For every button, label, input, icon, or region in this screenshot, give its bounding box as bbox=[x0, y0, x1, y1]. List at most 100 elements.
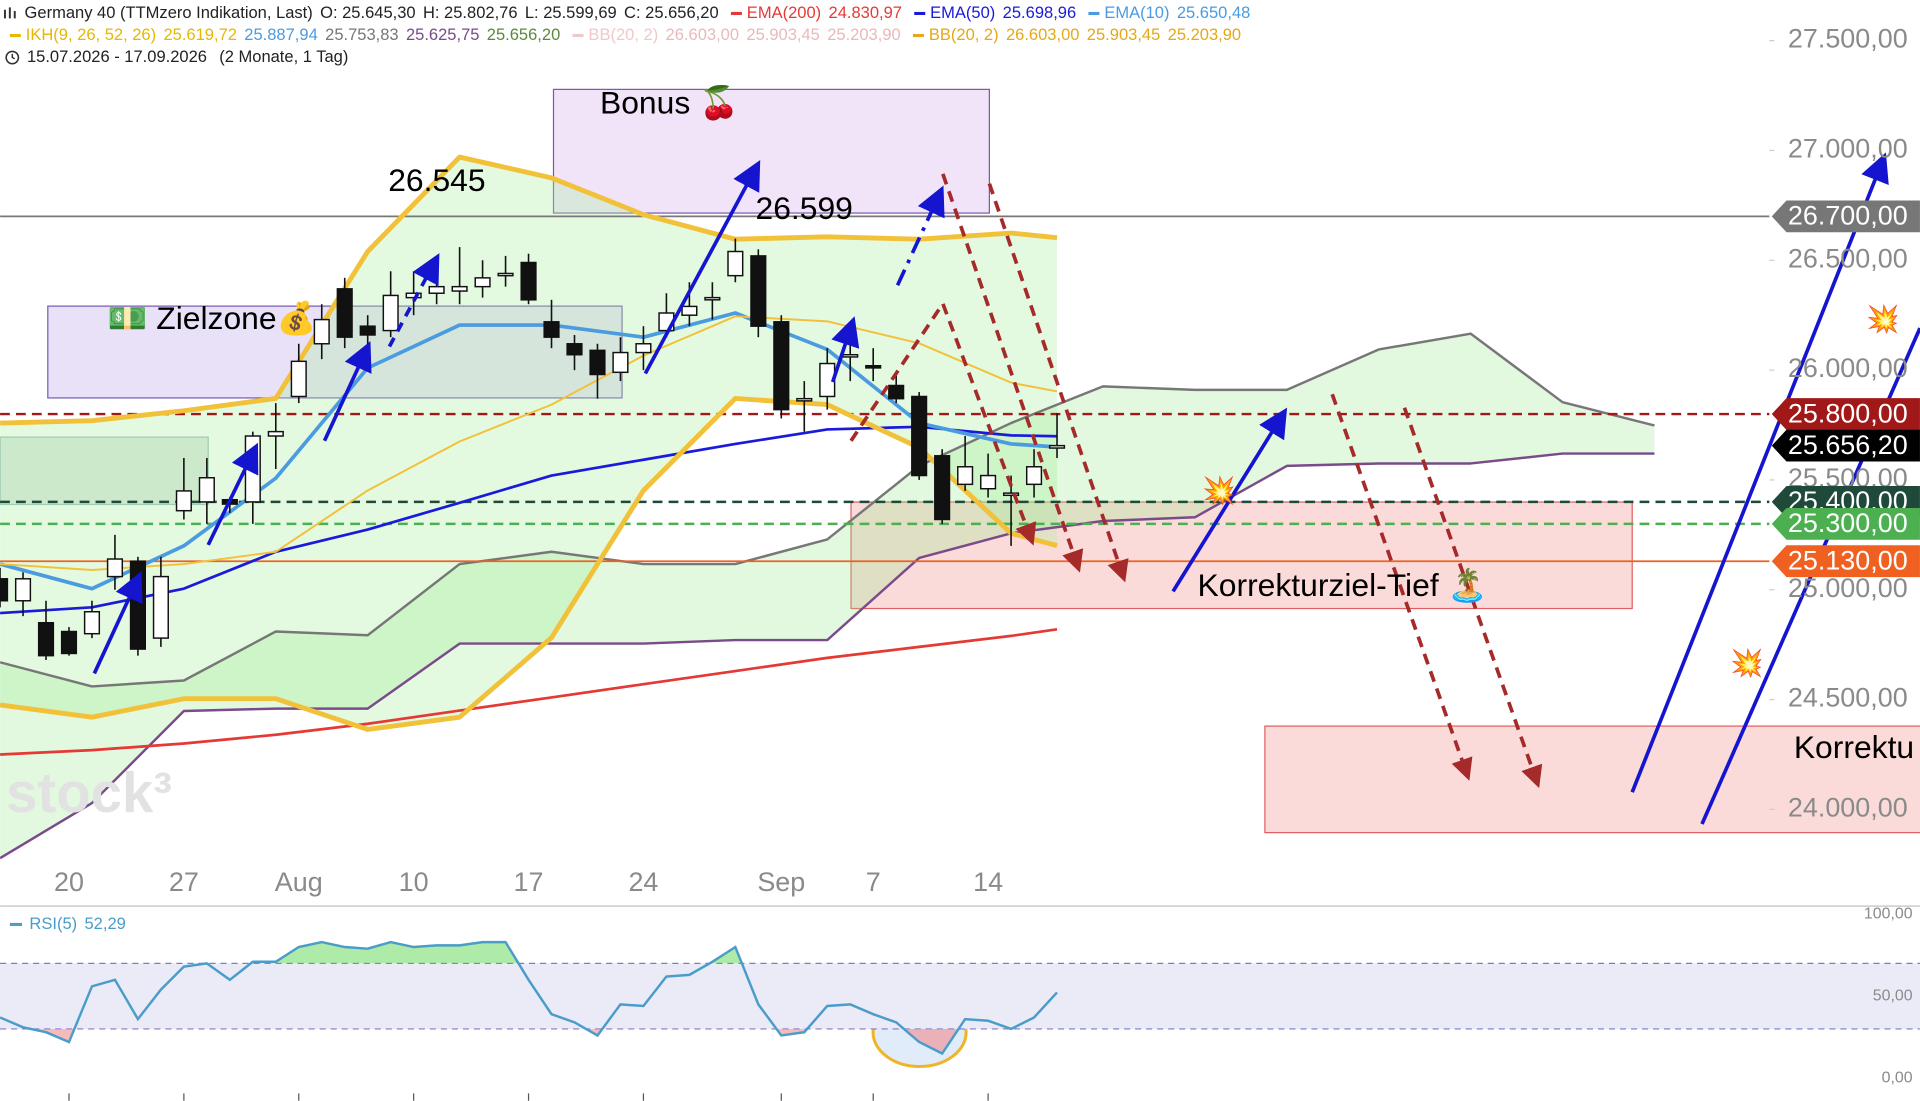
header-text: Germany 40 (TTMzero Indikation, Last) bbox=[25, 3, 313, 22]
watermark: stock³ bbox=[6, 761, 172, 824]
x-tick-label: 14 bbox=[973, 867, 1003, 897]
header-text: 25.619,72 bbox=[163, 25, 236, 44]
header-text: 25.887,94 bbox=[244, 25, 317, 44]
candle-body bbox=[612, 351, 629, 374]
header: Germany 40 (TTMzero Indikation, Last) O: … bbox=[3, 3, 1250, 66]
arrow bbox=[849, 299, 1037, 546]
header-text: 26.603,00 bbox=[1006, 25, 1079, 44]
x-tick-label: 17 bbox=[514, 867, 544, 897]
header-text: 15.07.2026 - 17.09.2026 bbox=[27, 47, 207, 66]
candle-body bbox=[635, 343, 652, 354]
candle-body bbox=[474, 277, 491, 288]
indicator-line bbox=[0, 627, 1058, 756]
rsi-oversold-fill bbox=[0, 1028, 1058, 1054]
arrow bbox=[322, 341, 372, 442]
candle-body bbox=[842, 354, 859, 358]
candle-body bbox=[14, 578, 32, 602]
annotation: Korrekturziel-Tief 🏝️ bbox=[1198, 567, 1488, 603]
candle-body bbox=[566, 343, 583, 356]
burst-icon: 💥 bbox=[1202, 474, 1236, 506]
candle-body bbox=[543, 321, 560, 338]
arrow bbox=[895, 185, 945, 287]
y-tick-label: 27.500,00 bbox=[1788, 24, 1908, 54]
arrow bbox=[1402, 407, 1543, 789]
header-text: EMA(50) bbox=[930, 3, 995, 22]
header-text: 25.903,45 bbox=[746, 25, 819, 44]
clock-hand bbox=[11, 53, 16, 60]
rsi-value: 52,29 bbox=[85, 914, 126, 933]
korrektur-box bbox=[850, 501, 1633, 610]
candle-body bbox=[244, 435, 261, 503]
arrow bbox=[1630, 152, 1889, 793]
level-label: 25.656,20 bbox=[1788, 430, 1908, 460]
candle-body bbox=[589, 349, 606, 376]
y-tick-label: 25.000,00 bbox=[1788, 573, 1908, 603]
arrow bbox=[987, 183, 1129, 583]
header-text: O: 25.645,30 bbox=[320, 3, 416, 22]
rsi-line bbox=[0, 940, 1058, 1056]
header-text: BB(20, 2) bbox=[929, 25, 999, 44]
candle-body bbox=[106, 558, 124, 578]
header-text: H: 25.802,76 bbox=[423, 3, 518, 22]
price-axis: 24.000,0024.500,0025.000,0025.500,0026.0… bbox=[54, 24, 1920, 1101]
candle-body bbox=[198, 477, 215, 503]
x-tick-label: 10 bbox=[399, 867, 429, 897]
header-text: 25.203,90 bbox=[1168, 25, 1241, 44]
level-badge bbox=[1771, 398, 1920, 430]
candle-body bbox=[1025, 466, 1043, 486]
arrow bbox=[643, 160, 761, 375]
y-tick-label: 26.500,00 bbox=[1788, 243, 1908, 273]
candle-body bbox=[911, 395, 928, 477]
header-text: (2 Monate, 1 Tag) bbox=[219, 47, 348, 66]
candle-body bbox=[980, 474, 997, 490]
header-text: 25.903,45 bbox=[1087, 25, 1160, 44]
candle-body bbox=[152, 575, 169, 639]
header-text: EMA(10) bbox=[1104, 3, 1169, 22]
header-text: 26.603,00 bbox=[666, 25, 739, 44]
candle-body bbox=[451, 285, 468, 292]
candle-body bbox=[520, 261, 537, 301]
zielzone-box bbox=[47, 305, 623, 399]
candle-body bbox=[888, 384, 905, 400]
header-text: 25.656,20 bbox=[487, 25, 560, 44]
x-tick-label: 20 bbox=[54, 867, 84, 897]
rsi-panel: 0,00 50,00 100,00 RSI(5) 52,29 bbox=[0, 905, 1920, 1086]
arrow bbox=[206, 442, 259, 546]
candle-body bbox=[37, 621, 55, 657]
indicator-line bbox=[0, 315, 1058, 571]
x-tick-label: 7 bbox=[866, 867, 881, 897]
y-tick-label: 24.500,00 bbox=[1788, 683, 1908, 713]
candle-body bbox=[336, 288, 353, 338]
annotation: Bonus 🍒 bbox=[600, 85, 739, 122]
header-text: C: 25.656,20 bbox=[624, 3, 719, 22]
clock-icon bbox=[5, 50, 20, 65]
y-tick-label: 27.000,00 bbox=[1788, 134, 1908, 164]
level-badge bbox=[1771, 429, 1920, 462]
rsi-tick-label: 100,00 bbox=[1864, 905, 1913, 922]
rsi-tick-label: 0,00 bbox=[1882, 1069, 1913, 1086]
zone-box bbox=[0, 436, 209, 506]
header-text: 25.650,48 bbox=[1177, 3, 1250, 22]
x-tick-label: Aug bbox=[275, 867, 323, 897]
x-tick-label: Sep bbox=[757, 867, 805, 897]
burst-icon: 💥 bbox=[1730, 647, 1764, 679]
annotation: 💵 Zielzone💰 bbox=[108, 300, 316, 337]
header-text: 25.203,90 bbox=[827, 25, 900, 44]
rsi-label: RSI(5) bbox=[29, 914, 77, 933]
x-tick-label: 27 bbox=[169, 867, 199, 897]
level-label: 25.300,00 bbox=[1788, 508, 1908, 538]
header-text: 25.625,75 bbox=[406, 25, 479, 44]
arrow bbox=[1171, 407, 1288, 593]
candle-body bbox=[681, 305, 698, 316]
candle-body bbox=[773, 321, 790, 411]
candle-body bbox=[0, 578, 9, 602]
annotation: Korrektu bbox=[1794, 729, 1914, 765]
candle-body bbox=[359, 325, 376, 336]
candle-body bbox=[1002, 492, 1020, 497]
candle-body bbox=[129, 560, 147, 650]
candle-body bbox=[428, 285, 445, 294]
header-text: L: 25.599,69 bbox=[525, 3, 617, 22]
candle-body bbox=[83, 611, 101, 635]
candle-body bbox=[382, 294, 399, 332]
candle-body bbox=[727, 250, 744, 277]
